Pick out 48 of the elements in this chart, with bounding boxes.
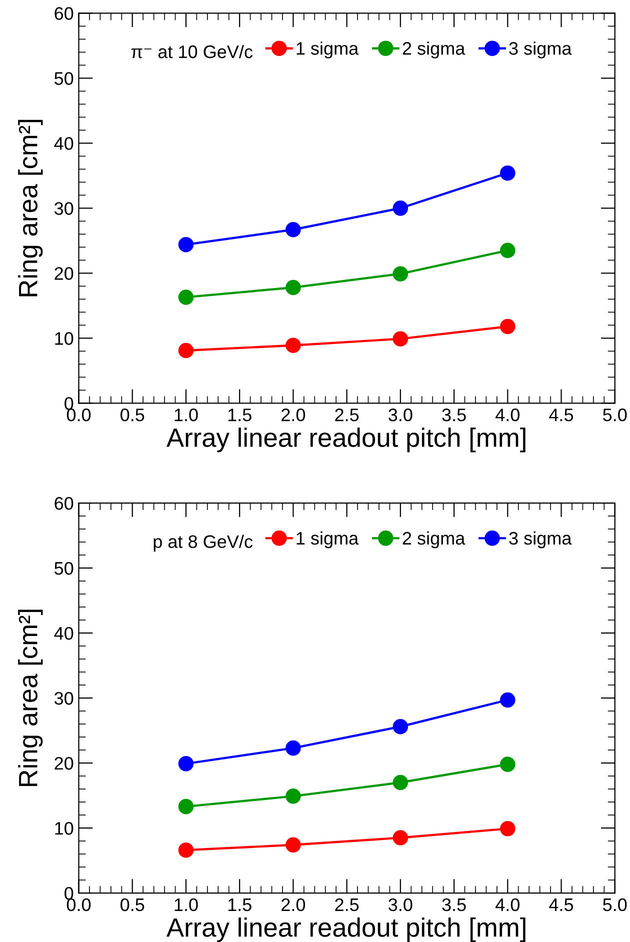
x-tick-label: 5.0 [603, 898, 627, 912]
x-tick-label: 1.0 [174, 898, 198, 912]
x-tick-label: 0.0 [66, 898, 91, 912]
y-axis-title: Ring area [cm²] [18, 120, 43, 296]
legend-label: 1 sigma [296, 42, 359, 58]
x-axis-title: Array linear readout pitch [mm] [166, 428, 526, 452]
x-tick-label: 4.5 [549, 408, 574, 422]
x-tick-label: 3.5 [442, 408, 466, 422]
x-tick-label: 4.5 [549, 898, 574, 912]
y-tick-label: 50 [54, 72, 74, 85]
y-tick-label: 0 [64, 397, 74, 410]
x-tick-label: 2.5 [335, 898, 359, 912]
legend-label: 2 sigma [402, 42, 466, 58]
legend-label: 2 sigma [402, 531, 466, 548]
x-tick-label: 2.0 [282, 408, 306, 422]
x-tick-label: 2.0 [282, 898, 306, 912]
y-tick-label: 10 [55, 332, 74, 345]
y-tick-label: 40 [54, 626, 74, 640]
y-tick-label: 60 [54, 7, 74, 20]
legend-label: 3 sigma [509, 42, 572, 58]
x-tick-label: 0.0 [66, 408, 91, 422]
x-tick-label: 4.0 [496, 408, 520, 422]
y-tick-label: 20 [54, 756, 74, 770]
y-tick-label: 40 [54, 137, 74, 150]
y-tick-label: 30 [54, 202, 74, 215]
y-tick-label: 20 [54, 267, 74, 280]
y-tick-label: 60 [54, 496, 74, 510]
x-tick-label: 3.0 [388, 898, 412, 912]
legend-title: π⁻ at 10 GeV/c [131, 44, 253, 58]
legend-title: p at 8 GeV/c [154, 534, 253, 552]
x-tick-label: 4.0 [496, 898, 520, 912]
y-tick-label: 10 [55, 822, 74, 835]
x-tick-label: 5.0 [603, 408, 627, 422]
y-tick-label: 30 [54, 692, 74, 705]
x-tick-label: 3.0 [388, 408, 412, 422]
y-tick-label: 50 [54, 562, 74, 575]
x-tick-label: 3.5 [442, 898, 466, 912]
y-axis-title: Ring area [cm²] [18, 610, 43, 786]
x-tick-label: 0.5 [120, 898, 144, 912]
x-tick-label: 0.5 [120, 408, 144, 422]
y-tick-label: 0 [64, 886, 74, 900]
legend-label: 3 sigma [509, 531, 572, 548]
legend-label: 1 sigma [296, 531, 359, 548]
x-tick-label: 2.5 [335, 408, 359, 422]
x-tick-label: 1.0 [174, 408, 198, 422]
x-tick-label: 1.5 [228, 898, 252, 912]
x-axis-title: Array linear readout pitch [mm] [166, 917, 526, 942]
x-tick-label: 1.5 [228, 408, 252, 422]
